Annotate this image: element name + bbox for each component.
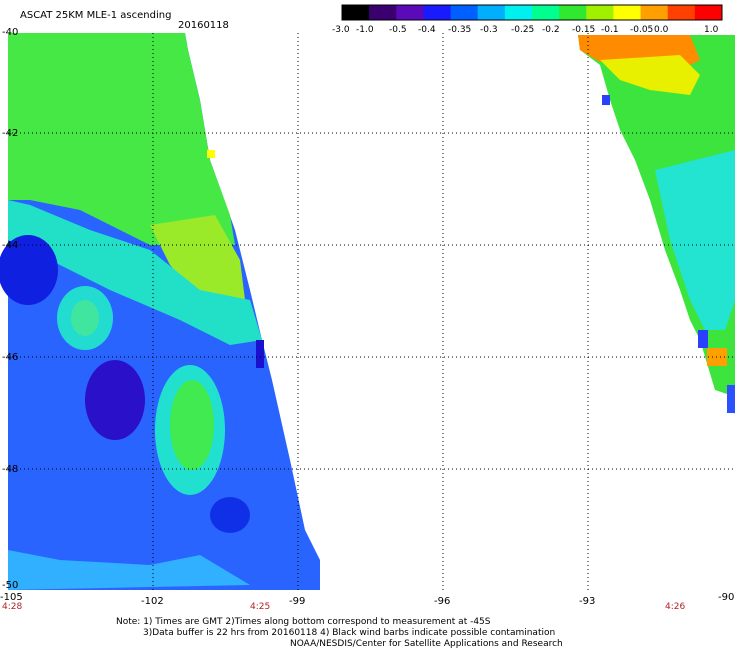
left-swath-green-eddy-center	[170, 380, 214, 470]
right-swath-yellow-top	[600, 55, 700, 95]
left-swath-yellow-pixel	[207, 150, 215, 158]
colorbar-tick-label: -0.2	[542, 25, 560, 35]
colorbar-tick-label: -3.0	[332, 25, 350, 35]
lat-label-46: -46	[2, 352, 19, 363]
time-label-right: 4:26	[665, 602, 686, 612]
colorbar-swatch	[559, 5, 587, 20]
colorbar-swatch	[423, 5, 452, 20]
colorbar-swatch	[640, 5, 669, 20]
colorbar-swatch	[477, 5, 506, 20]
left-swath-yellow-green	[150, 215, 245, 300]
colorbar	[341, 4, 723, 21]
colorbar-swatch	[342, 5, 370, 20]
right-swath-cyan	[655, 150, 735, 330]
lon-label-102: -102	[141, 596, 164, 607]
colorbar-swatch	[667, 5, 696, 20]
note-line-1: Note: 1) Times are GMT 2)Times along bot…	[116, 617, 491, 627]
right-swath-blue-pixel-a	[602, 95, 610, 105]
right-swath-blue-pixel-b	[698, 330, 708, 348]
colorbar-tick-label: -0.5	[389, 25, 407, 35]
product-title: ASCAT 25KM MLE-1 ascending	[20, 10, 172, 21]
colorbar-tick-label: -0.4	[418, 25, 436, 35]
lat-label-50: -50	[2, 580, 19, 591]
note-line-3: NOAA/NESDIS/Center for Satellite Applica…	[290, 639, 563, 649]
left-swath-dark-blue-center	[85, 360, 145, 440]
colorbar-swatch	[694, 5, 723, 20]
lat-label-42: -42	[2, 128, 19, 139]
colorbar-swatch	[586, 5, 614, 20]
left-swath-green-eddy-west	[71, 300, 99, 336]
lon-label-105: -105	[0, 592, 23, 603]
lat-label-44: -44	[2, 240, 19, 251]
right-swath-blue-pixel-c	[727, 385, 735, 413]
colorbar-swatch	[532, 5, 560, 20]
right-swath	[578, 35, 735, 415]
time-label-center: 4:25	[250, 602, 271, 612]
note-line-2: 3)Data buffer is 22 hrs from 20160118 4)…	[143, 628, 556, 638]
right-swath-base	[578, 35, 735, 415]
time-label-left: 4:28	[2, 602, 23, 612]
lon-label-90: -90	[718, 592, 735, 603]
lon-label-96: -96	[434, 596, 451, 607]
colorbar-tick-label: -0.3	[480, 25, 498, 35]
colorbar-tick-label: 0.0	[654, 25, 669, 35]
colorbar-tick-label: -0.15	[572, 25, 596, 35]
colorbar-tick-label: -0.1	[601, 25, 619, 35]
left-swath-cyan-south	[8, 550, 250, 590]
colorbar-tick-label: -0.35	[448, 25, 472, 35]
colorbar-tick-label: -0.05	[630, 25, 654, 35]
lon-label-93: -93	[579, 596, 596, 607]
colorbar-tick-label: -1.0	[356, 25, 374, 35]
left-swath-dark-blue-south	[210, 497, 250, 533]
colorbar-swatch	[396, 5, 424, 20]
product-date: 20160118	[178, 20, 229, 31]
lat-label-48: -48	[2, 464, 19, 475]
left-swath	[0, 33, 320, 590]
lat-label-40: -40	[2, 27, 19, 38]
graticule	[8, 33, 735, 590]
left-swath-dark-blue-west	[0, 235, 58, 305]
left-swath-dark-pixel	[256, 340, 264, 368]
colorbar-tick-label: 1.0	[704, 25, 719, 35]
colorbar-swatch	[369, 5, 397, 20]
lon-label-99: -99	[289, 596, 306, 607]
left-swath-cyan-band	[8, 200, 262, 345]
colorbar-swatch	[450, 5, 479, 20]
colorbar-swatch	[504, 5, 533, 20]
colorbar-swatch	[613, 5, 642, 20]
left-swath-green-north	[8, 33, 235, 245]
colorbar-border	[341, 4, 723, 21]
colorbar-tick-label: -0.25	[511, 25, 535, 35]
